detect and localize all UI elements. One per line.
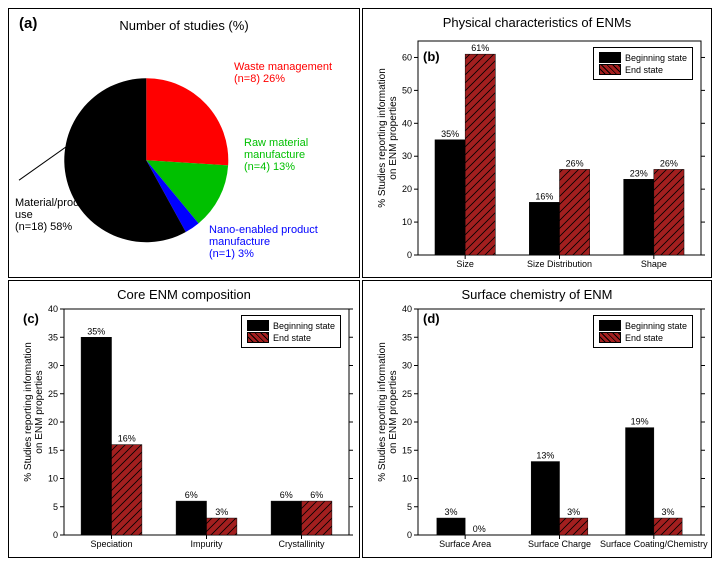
svg-text:Size Distribution: Size Distribution xyxy=(527,259,592,269)
svg-text:Surface Charge: Surface Charge xyxy=(528,539,591,549)
svg-text:6%: 6% xyxy=(310,490,323,500)
svg-text:19%: 19% xyxy=(631,417,649,427)
svg-text:10: 10 xyxy=(402,217,412,227)
svg-text:16%: 16% xyxy=(535,191,553,201)
svg-text:16%: 16% xyxy=(118,434,136,444)
svg-text:5: 5 xyxy=(53,502,58,512)
legend-label: Beginning state xyxy=(625,321,687,331)
svg-text:6%: 6% xyxy=(280,490,293,500)
slice-label-material: Material/productuse(n=18) 58% xyxy=(15,197,94,233)
legend-label: Beginning state xyxy=(273,321,335,331)
bar xyxy=(626,428,654,535)
svg-text:35%: 35% xyxy=(87,326,105,336)
panel-c-legend: Beginning state End state xyxy=(241,315,341,348)
svg-text:10: 10 xyxy=(402,474,412,484)
legend-row: Beginning state xyxy=(247,320,335,331)
svg-text:15: 15 xyxy=(48,445,58,455)
svg-text:35: 35 xyxy=(402,332,412,342)
svg-text:3%: 3% xyxy=(567,507,580,517)
svg-text:0%: 0% xyxy=(473,524,486,534)
svg-text:40: 40 xyxy=(48,304,58,314)
svg-text:13%: 13% xyxy=(536,451,554,461)
bar xyxy=(465,54,495,255)
legend-swatch xyxy=(599,320,621,331)
bar xyxy=(207,518,237,535)
slice-label-waste: Waste management(n=8) 26% xyxy=(234,61,332,85)
svg-text:20: 20 xyxy=(48,417,58,427)
svg-text:0: 0 xyxy=(407,250,412,260)
bar xyxy=(302,501,332,535)
legend-swatch xyxy=(599,332,621,343)
svg-text:20: 20 xyxy=(402,417,412,427)
svg-text:40: 40 xyxy=(402,118,412,128)
svg-text:60: 60 xyxy=(402,52,412,62)
svg-text:3%: 3% xyxy=(661,507,674,517)
svg-text:Speciation: Speciation xyxy=(90,539,132,549)
legend-label: End state xyxy=(273,333,311,343)
svg-text:25: 25 xyxy=(48,389,58,399)
legend-label: End state xyxy=(625,333,663,343)
svg-text:15: 15 xyxy=(402,445,412,455)
bar xyxy=(437,518,465,535)
svg-text:3%: 3% xyxy=(215,507,228,517)
legend-swatch xyxy=(599,52,621,63)
legend-label: End state xyxy=(625,65,663,75)
legend-row: Beginning state xyxy=(599,52,687,63)
bar xyxy=(81,337,111,535)
bar xyxy=(654,169,684,255)
svg-text:6%: 6% xyxy=(185,490,198,500)
panel-d: Surface chemistry of ENM (d) % Studies r… xyxy=(362,280,712,558)
svg-text:26%: 26% xyxy=(660,158,678,168)
svg-text:Surface Coating/Chemistry: Surface Coating/Chemistry xyxy=(600,539,708,549)
legend-label: Beginning state xyxy=(625,53,687,63)
svg-text:Shape: Shape xyxy=(641,259,667,269)
slice-label-nano: Nano-enabled productmanufacture(n=1) 3% xyxy=(209,224,318,260)
svg-text:20: 20 xyxy=(402,184,412,194)
legend-row: End state xyxy=(599,64,687,75)
legend-swatch xyxy=(247,320,269,331)
slice-label-raw: Raw materialmanufacture(n=4) 13% xyxy=(244,137,308,173)
legend-row: End state xyxy=(247,332,335,343)
bar xyxy=(624,179,654,255)
svg-text:0: 0 xyxy=(53,530,58,540)
svg-text:10: 10 xyxy=(48,474,58,484)
bar xyxy=(435,140,465,255)
bar xyxy=(271,501,301,535)
bar xyxy=(654,518,682,535)
svg-text:30: 30 xyxy=(402,361,412,371)
bar xyxy=(529,202,559,255)
pie-slice xyxy=(146,78,228,165)
svg-text:26%: 26% xyxy=(566,158,584,168)
svg-text:5: 5 xyxy=(407,502,412,512)
svg-text:Surface Area: Surface Area xyxy=(439,539,491,549)
svg-text:40: 40 xyxy=(402,304,412,314)
svg-text:50: 50 xyxy=(402,85,412,95)
svg-text:25: 25 xyxy=(402,389,412,399)
panel-d-legend: Beginning state End state xyxy=(593,315,693,348)
svg-text:Impurity: Impurity xyxy=(190,539,223,549)
legend-row: Beginning state xyxy=(599,320,687,331)
svg-text:61%: 61% xyxy=(471,43,489,53)
legend-swatch xyxy=(599,64,621,75)
bar xyxy=(531,462,559,535)
bar xyxy=(112,445,142,535)
svg-text:Size: Size xyxy=(456,259,474,269)
svg-text:35: 35 xyxy=(48,332,58,342)
legend-swatch xyxy=(247,332,269,343)
svg-text:3%: 3% xyxy=(445,507,458,517)
svg-text:30: 30 xyxy=(402,151,412,161)
panel-c: Core ENM composition (c) % Studies repor… xyxy=(8,280,360,558)
bar xyxy=(560,169,590,255)
svg-text:30: 30 xyxy=(48,361,58,371)
bar xyxy=(560,518,588,535)
legend-row: End state xyxy=(599,332,687,343)
panel-b-legend: Beginning state End state xyxy=(593,47,693,80)
bar xyxy=(176,501,206,535)
svg-text:0: 0 xyxy=(407,530,412,540)
svg-text:35%: 35% xyxy=(441,129,459,139)
svg-text:Crystallinity: Crystallinity xyxy=(278,539,325,549)
panel-b: Physical characteristics of ENMs (b) % S… xyxy=(362,8,712,278)
svg-text:23%: 23% xyxy=(630,168,648,178)
panel-a: (a) Number of studies (%) Waste manageme… xyxy=(8,8,360,278)
